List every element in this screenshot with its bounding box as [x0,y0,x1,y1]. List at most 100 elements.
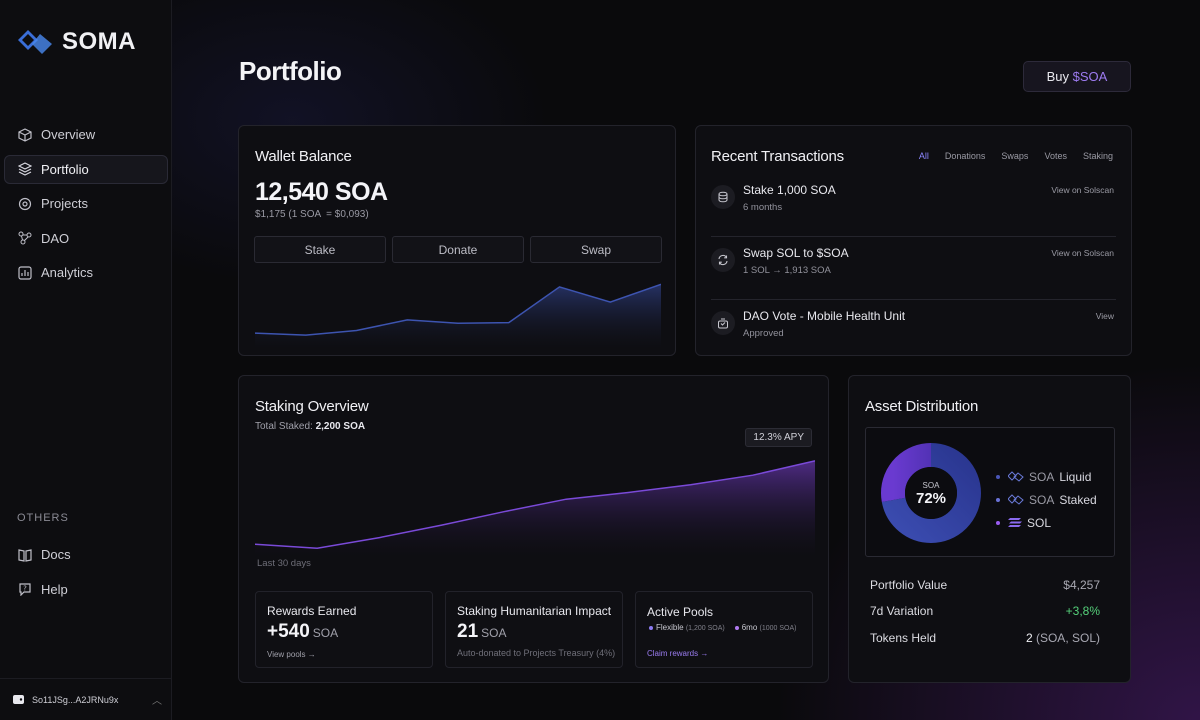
sidebar-item-help[interactable]: ? Help [4,575,168,604]
impact-value: 21 SOA [457,621,506,643]
transaction-row: Swap SOL to $SOA 1 SOL → 1,913 SOA View … [711,238,1116,300]
view-on-solscan-link[interactable]: View on Solscan [1051,248,1114,258]
view-pools-label: View pools [267,650,306,659]
coin-stack-icon [711,185,735,209]
wallet-chart-line [255,283,661,336]
pool-dot [649,625,653,630]
sidebar-item-overview[interactable]: Overview [4,120,168,149]
legend-label: Liquid [1059,469,1092,484]
total-staked: Total Staked: 2,200 SOA [255,421,365,432]
pool-amount: (1000 SOA) [759,625,797,632]
transaction-row: DAO Vote - Mobile Health Unit Approved V… [711,301,1116,363]
swap-button[interactable]: Swap [530,236,662,263]
tokens-count: 2 [1025,631,1033,645]
rewards-earned-card: Rewards Earned +540 SOA View pools → [255,591,433,668]
view-pools-link[interactable]: View pools → [267,650,316,659]
connected-wallet[interactable]: So11JSg...A2JRNu9x ︿ [0,678,172,720]
brand-logo[interactable]: SOMA [18,28,136,56]
variation-row: 7d Variation +3,8% [870,604,1100,618]
view-on-solscan-link[interactable]: View on Solscan [1051,185,1114,195]
chart-period-label: Last 30 days [257,558,311,569]
wallet-actions: Stake Donate Swap [254,236,662,263]
transaction-subtitle: 6 months [743,202,783,213]
impact-number: 21 [457,621,479,642]
sidebar-item-label: Projects [41,196,88,211]
donut-center-value: 72% [916,490,946,507]
sidebar-item-docs[interactable]: Docs [4,540,168,569]
legend-sol: SOL [996,511,1097,534]
donate-button[interactable]: Donate [392,236,524,263]
total-staked-label: Total Staked: [255,421,316,432]
transaction-title: Swap SOL to $SOA [743,246,849,260]
sidebar-item-label: Docs [41,547,71,562]
sidebar-item-projects[interactable]: Projects [4,189,168,218]
wallet-address: So11JSg...A2JRNu9x [32,694,119,705]
legend-label: Staked [1059,492,1097,507]
pool-name: Flexible [656,623,684,632]
filter-donations[interactable]: Donations [944,151,986,161]
legend-dot [996,520,1000,525]
variation-value: +3,8% [1065,604,1100,618]
donut-slice-sol [881,443,981,543]
rewards-earned-value: +540 SOA [267,621,338,643]
transaction-subtitle: 1 SOL → 1,913 SOA [743,265,831,276]
claim-rewards-link[interactable]: Claim rewards → [647,649,708,658]
sidebar-item-label: DAO [41,230,70,246]
wallet-balance-card: Wallet Balance 12,540 SOA $1,175 (1 SOA … [238,125,676,356]
impact-note: Auto-donated to Projects Treasury (4%) [457,648,616,658]
brand-name: SOMA [62,28,136,55]
sidebar: SOMA Overview Portfolio Projects DAO [0,0,172,720]
main-nav: Overview Portfolio Projects DAO Analytic… [4,120,168,293]
legend-soa-liquid: SOA Liquid [996,465,1097,488]
soma-logo-icon [1008,494,1024,505]
layers-icon [17,161,33,177]
chart-icon [17,265,33,281]
solana-icon [1008,518,1022,527]
mini-card-title: Rewards Earned [267,604,357,618]
filter-staking[interactable]: Staking [1082,151,1113,161]
rewards-unit: SOA [312,626,339,640]
legend-token: SOA [1029,469,1055,484]
transaction-row: Stake 1,000 SOA 6 months View on Solscan [711,175,1116,237]
pool-flexible: Flexible (1,200 SOA) [649,623,725,632]
view-link[interactable]: View [1095,311,1114,321]
card-title: Wallet Balance [255,148,352,165]
wallet-balance-fiat: $1,175 (1 SOA = $0,093) [255,209,369,220]
filter-swaps[interactable]: Swaps [1001,151,1029,161]
impact-unit: SOA [481,626,507,640]
active-pools-card: Active Pools Flexible (1,200 SOA) 6mo (1… [635,591,813,668]
card-title: Asset Distribution [865,398,979,415]
stat-label: Portfolio Value [870,578,948,592]
legend-label: SOL [1027,515,1052,530]
transaction-title: Stake 1,000 SOA [743,183,836,197]
asset-distribution-card: Asset Distribution SOA 72% SOA Liquid [848,375,1131,683]
sidebar-item-dao[interactable]: DAO [4,224,168,253]
buy-token: $SOA [1072,69,1108,84]
filter-votes[interactable]: Votes [1044,151,1067,161]
asset-donut-chart: SOA 72% [881,443,981,543]
sidebar-item-portfolio[interactable]: Portfolio [4,154,168,184]
sidebar-item-analytics[interactable]: Analytics [4,258,168,287]
transaction-title: DAO Vote - Mobile Health Unit [743,309,906,323]
tokens-held-value: 2 (SOA, SOL) [1026,631,1100,645]
donut-hole [905,467,957,519]
rewards-value: +540 [267,621,310,642]
card-title: Staking Overview [255,398,369,415]
arrow-right-icon: → [700,649,709,658]
staking-chart-area [255,460,815,558]
transaction-subtitle: Approved [743,328,784,339]
legend-dot [996,497,1000,502]
humanitarian-impact-card: Staking Humanitarian Impact 21 SOA Auto-d… [445,591,623,668]
card-title: Recent Transactions [711,148,844,165]
asset-donut-panel: SOA 72% SOA Liquid SOA Staked SOL [865,427,1115,557]
filter-all[interactable]: All [918,151,929,161]
network-icon [17,230,33,246]
pool-6mo: 6mo (1000 SOA) [734,623,797,632]
portfolio-value: $4,257 [1063,578,1100,592]
sidebar-item-label: Overview [41,127,96,142]
stake-button[interactable]: Stake [254,236,386,263]
wallet-icon [13,695,24,704]
claim-rewards-label: Claim rewards [647,649,699,658]
buy-soa-button[interactable]: Buy $SOA [1023,61,1131,92]
mini-card-title: Staking Humanitarian Impact [457,604,612,618]
